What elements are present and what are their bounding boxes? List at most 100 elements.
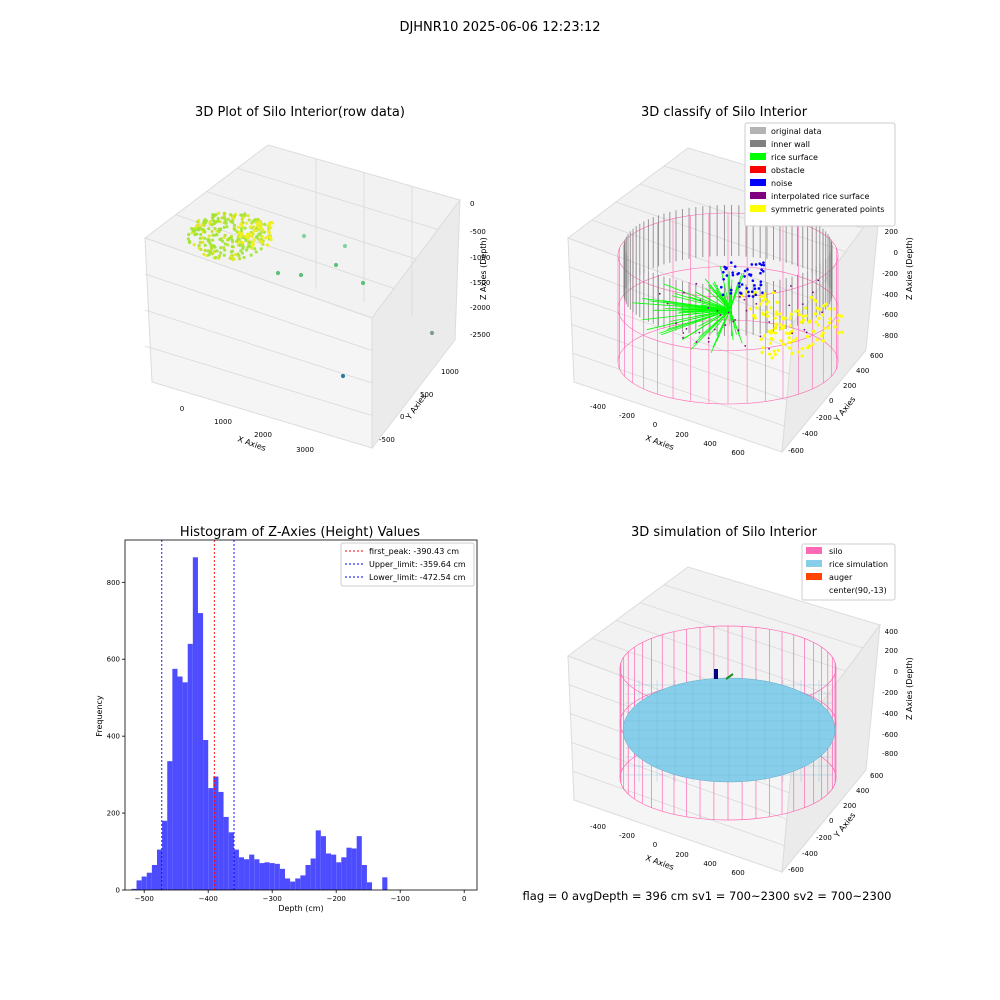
- raw-point: [255, 228, 259, 233]
- raw-point: [223, 248, 227, 252]
- raw-point: [239, 222, 243, 226]
- symmetric-point: [780, 326, 784, 331]
- noise-point: [743, 275, 746, 278]
- symmetric-point: [776, 348, 780, 352]
- histogram-bar: [238, 857, 245, 890]
- raw-point: [259, 226, 263, 230]
- interpolated-point: [675, 322, 678, 325]
- panel1-x-tick: 2000: [254, 431, 272, 439]
- panel4-ylabel: Y Axies: [832, 811, 858, 840]
- noise-point: [746, 268, 749, 271]
- panel3-title: Histogram of Z-Axies (Height) Values: [180, 525, 420, 540]
- panel2-z-tick: -200: [882, 270, 898, 278]
- symmetric-point: [815, 306, 819, 310]
- noise-point: [759, 280, 763, 283]
- raw-point: [225, 225, 229, 229]
- symmetric-point: [771, 290, 776, 295]
- raw-point: [202, 223, 206, 227]
- raw-point: [187, 239, 191, 243]
- panel1-title: 3D Plot of Silo Interior(row data): [195, 105, 405, 120]
- panel2-z-tick: 200: [885, 228, 898, 236]
- rice-surface-point: [698, 309, 731, 327]
- symmetric-point: [784, 331, 788, 335]
- raw-point: [215, 232, 219, 237]
- rice-surface-point: [677, 309, 731, 314]
- symmetric-point: [744, 290, 749, 294]
- symmetric-point: [801, 318, 805, 322]
- raw-outlier-point: [333, 262, 339, 268]
- histogram-bar: [157, 849, 163, 890]
- noise-point: [725, 274, 729, 277]
- symmetric-point: [765, 310, 769, 314]
- rice-surface-point: [728, 280, 731, 311]
- panel3-ylabel: Frequency: [95, 695, 104, 737]
- interpolated-point: [699, 299, 702, 302]
- raw-point: [200, 223, 204, 227]
- raw-point: [264, 236, 268, 240]
- symmetric-point: [813, 312, 817, 316]
- symmetric-point: [794, 309, 798, 313]
- raw-point: [269, 237, 273, 242]
- symmetric-point: [778, 312, 782, 316]
- legend-label: original data: [771, 127, 822, 136]
- interpolated-point: [759, 335, 762, 338]
- raw-point: [242, 255, 246, 260]
- raw-outlier-point: [342, 243, 348, 249]
- histogram-bar: [300, 875, 306, 890]
- histogram-bar: [182, 682, 188, 890]
- symmetric-point: [768, 331, 773, 335]
- raw-point: [226, 243, 230, 247]
- symmetric-point: [836, 319, 840, 323]
- raw-point: [222, 245, 226, 250]
- raw-point: [229, 254, 233, 258]
- panel1-y-tick: -500: [379, 436, 395, 444]
- noise-point: [761, 291, 764, 294]
- raw-point: [266, 235, 270, 239]
- rice-surface-point: [729, 279, 733, 311]
- noise-point: [753, 284, 756, 287]
- histogram-bar: [315, 830, 321, 890]
- raw-point: [194, 224, 199, 228]
- raw-point: [248, 225, 252, 229]
- raw-point: [222, 253, 226, 257]
- legend-swatch: [750, 153, 766, 160]
- panel2-z-tick: -400: [882, 291, 898, 299]
- rice-surface-point: [729, 309, 734, 341]
- noise-point: [733, 265, 737, 268]
- panel1-z-tick: -1500: [470, 279, 490, 287]
- panel3-legend-frame: [340, 542, 475, 587]
- raw-point: [214, 255, 218, 260]
- legend-swatch: [750, 127, 766, 134]
- raw-point: [198, 240, 202, 244]
- histogram-bar: [269, 863, 275, 890]
- footer-stats: flag = 0 avgDepth = 396 cm sv1 = 700~230…: [523, 889, 892, 903]
- symmetric-point: [782, 324, 786, 328]
- legend-swatch: [750, 192, 766, 199]
- panel3-x-tick: −100: [391, 895, 410, 903]
- interpolated-point: [707, 340, 710, 343]
- interpolated-point: [774, 290, 776, 292]
- symmetric-point: [748, 307, 752, 311]
- symmetric-point: [763, 292, 767, 296]
- histogram-bar: [131, 888, 137, 890]
- symmetric-point: [820, 334, 824, 338]
- symmetric-point: [794, 337, 798, 341]
- histogram-bar: [259, 863, 265, 890]
- interpolated-point: [788, 304, 791, 307]
- histogram-bar: [249, 854, 255, 890]
- symmetric-point: [840, 330, 844, 334]
- interpolated-point: [732, 320, 735, 323]
- symmetric-point: [761, 346, 765, 350]
- legend-label: silo: [829, 547, 843, 556]
- raw-point: [226, 238, 230, 242]
- raw-point: [254, 235, 258, 239]
- raw-point: [203, 243, 207, 247]
- raw-point: [210, 229, 214, 234]
- noise-point: [745, 286, 748, 290]
- interpolated-point: [745, 309, 748, 312]
- noise-point: [757, 287, 761, 290]
- histogram-bar: [167, 761, 173, 890]
- raw-point: [232, 223, 237, 227]
- symmetric-point: [760, 350, 764, 355]
- histogram-bar: [197, 613, 204, 890]
